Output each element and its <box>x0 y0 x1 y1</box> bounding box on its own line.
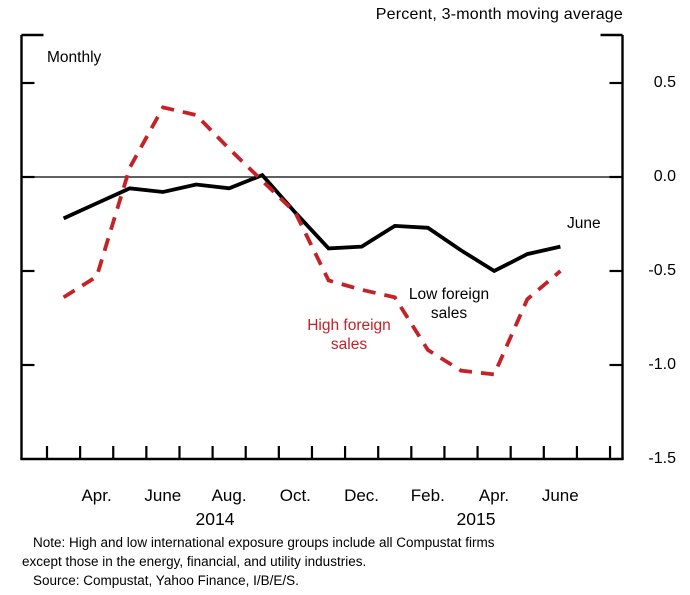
x-tick-label: Apr. <box>81 486 112 505</box>
x-tick-label: Dec. <box>344 486 380 505</box>
y-tick-label: -0.5 <box>648 262 676 279</box>
x-tick-label: Feb. <box>410 486 445 505</box>
chart-title: Percent, 3-month moving average <box>375 6 623 23</box>
x-tick-label: June <box>541 486 579 505</box>
note-text-line1: Note: High and low international exposur… <box>33 535 495 550</box>
last-point-label: June <box>567 215 601 232</box>
frequency-label: Monthly <box>47 49 102 66</box>
y-tick-label: 0.0 <box>653 168 676 185</box>
year-label: 2015 <box>456 509 496 529</box>
year-label: 2014 <box>195 509 235 529</box>
y-tick-label: 0.5 <box>653 74 676 91</box>
x-tick-label: Aug. <box>211 486 247 505</box>
x-tick-label: Apr. <box>478 486 510 505</box>
source-text: Source: Compustat, Yahoo Finance, I/B/E/… <box>33 573 299 588</box>
plot-frame <box>20 33 624 461</box>
x-tick-label: Oct. <box>279 486 311 505</box>
y-tick-label: -1.0 <box>648 356 676 373</box>
low-foreign-sales-line <box>62 172 561 274</box>
axis-ticks <box>21 81 623 459</box>
low-foreign-sales-label: Low foreign sales <box>408 286 490 322</box>
data-series <box>62 105 562 377</box>
high-foreign-sales-label: High foreign sales <box>307 317 391 353</box>
x-tick-label: June <box>144 486 182 505</box>
note-text-line2: except those in the energy, financial, a… <box>22 554 367 569</box>
high-foreign-sales-line <box>62 105 562 377</box>
y-tick-label: -1.5 <box>648 450 676 467</box>
